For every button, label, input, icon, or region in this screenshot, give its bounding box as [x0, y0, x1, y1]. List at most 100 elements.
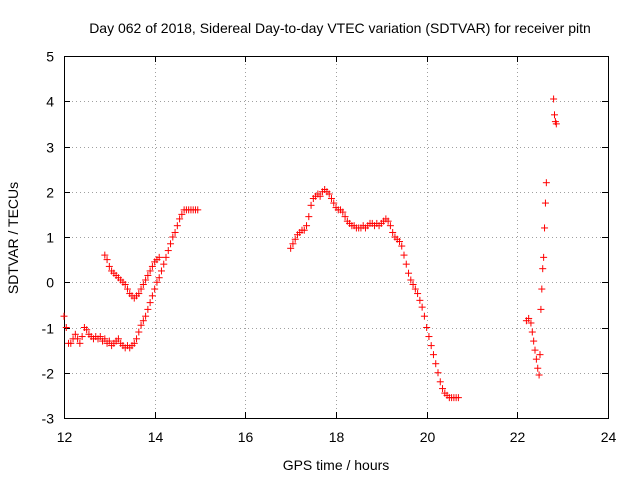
x-tick-label: 12	[57, 429, 73, 445]
y-tick-label: -1	[42, 321, 55, 337]
data-points	[60, 95, 560, 402]
data-point-segment-3	[423, 324, 431, 331]
data-point-segment-1	[194, 206, 202, 214]
data-point-segment-3	[395, 238, 403, 246]
data-point-segment-3	[305, 213, 313, 221]
data-point-segment-1	[157, 267, 165, 275]
data-point-segment-1	[83, 326, 91, 334]
data-point-segment-1	[78, 333, 86, 341]
data-point-segment-1	[137, 321, 145, 329]
data-point-segment-4	[541, 224, 549, 232]
data-point-segment-2	[148, 262, 156, 270]
data-point-segment-3	[398, 242, 406, 250]
data-point-segment-1	[164, 247, 172, 255]
data-point-segment-3	[327, 195, 335, 203]
data-point-segment-1	[146, 299, 154, 307]
data-point-segment-2	[103, 256, 111, 264]
data-point-segment-3	[316, 192, 324, 200]
data-point-segment-4	[534, 364, 542, 372]
data-point-segment-3	[416, 296, 424, 304]
data-point-segment-1	[139, 317, 147, 325]
data-point-segment-4	[535, 371, 543, 379]
data-point-segment-3	[386, 222, 394, 230]
data-point-segment-4	[528, 328, 536, 336]
data-point-segment-4	[527, 319, 535, 327]
data-point-segment-1	[148, 292, 156, 300]
chart-title: Day 062 of 2018, Sidereal Day-to-day VTE…	[89, 20, 591, 36]
data-point-segment-2	[155, 253, 163, 261]
data-point-segment-1	[144, 305, 152, 313]
data-point-segment-3	[439, 385, 447, 393]
data-point-segment-3	[389, 228, 397, 236]
x-tick-label: 22	[510, 429, 526, 445]
data-point-segment-3	[434, 369, 442, 377]
y-tick-label: -3	[42, 411, 55, 427]
data-point-segment-3	[427, 342, 435, 350]
data-point-segment-4	[537, 305, 545, 313]
y-tick-label: 5	[46, 49, 54, 65]
grid-layer	[64, 56, 608, 418]
x-tick-label: 14	[148, 429, 164, 445]
data-point-segment-3	[418, 303, 426, 311]
data-point-segment-1	[153, 278, 161, 286]
data-point-segment-2	[123, 285, 131, 293]
y-tick-label: 0	[46, 275, 54, 291]
data-point-segment-4	[550, 95, 558, 103]
data-point-segment-4	[551, 111, 559, 119]
data-point-segment-4	[536, 351, 544, 359]
data-point-segment-3	[420, 312, 428, 320]
data-point-segment-4	[525, 314, 533, 322]
data-point-segment-2	[135, 290, 143, 298]
data-point-segment-1	[114, 335, 122, 343]
data-point-segment-1	[160, 260, 168, 268]
data-point-segment-2	[105, 262, 113, 270]
y-tick-labels: -3 -2 -1 0 1 2 3 4 5	[42, 49, 55, 427]
data-point-segment-3	[411, 285, 419, 293]
data-point-segment-1	[133, 335, 141, 343]
data-point-segment-3	[407, 276, 415, 284]
x-tick-labels: 12 14 16 18 20 22 24	[57, 429, 617, 445]
data-point-segment-2	[121, 281, 129, 289]
data-point-segment-2	[101, 251, 109, 259]
data-point-segment-1	[155, 274, 163, 282]
data-point-segment-1	[62, 324, 70, 331]
y-tick-label: 4	[46, 94, 54, 110]
data-point-segment-3	[400, 251, 408, 259]
tick-layer	[64, 56, 609, 419]
x-tick-label: 16	[238, 429, 254, 445]
data-point-segment-3	[307, 201, 315, 209]
data-point-segment-1	[130, 339, 138, 347]
data-point-segment-3	[287, 244, 295, 252]
x-axis-label: GPS time / hours	[283, 457, 390, 473]
data-point-segment-3	[402, 260, 410, 268]
data-point-segment-3	[425, 333, 433, 341]
data-point-segment-1	[60, 312, 68, 320]
data-point-segment-1	[176, 215, 184, 223]
data-point-segment-1	[151, 285, 159, 293]
data-point-segment-3	[325, 190, 333, 198]
data-point-segment-2	[142, 276, 150, 284]
data-point-segment-1	[74, 335, 82, 343]
data-point-segment-4	[530, 337, 538, 345]
data-point-segment-4	[532, 355, 540, 363]
data-point-segment-1	[169, 233, 177, 241]
data-point-segment-3	[300, 226, 308, 234]
data-point-segment-3	[303, 222, 311, 230]
data-point-segment-1	[142, 312, 150, 320]
y-tick-label: -2	[42, 366, 55, 382]
data-point-segment-2	[146, 267, 154, 275]
data-point-segment-1	[171, 228, 179, 236]
data-point-segment-3	[409, 281, 417, 289]
data-point-segment-1	[162, 253, 170, 261]
data-point-segment-1	[96, 333, 104, 341]
data-point-segment-1	[71, 330, 79, 338]
data-point-segment-1	[105, 337, 113, 345]
data-point-segment-3	[436, 378, 444, 386]
data-point-segment-3	[405, 269, 413, 277]
data-point-segment-3	[289, 240, 297, 248]
data-point-segment-1	[101, 335, 109, 343]
data-point-segment-4	[538, 285, 546, 293]
y-tick-label: 2	[46, 185, 54, 201]
data-point-segment-1	[167, 240, 175, 248]
